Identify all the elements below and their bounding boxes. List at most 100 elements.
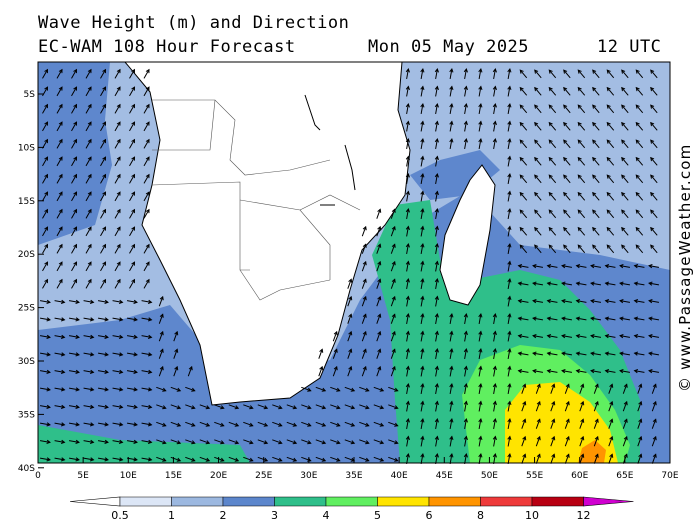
direction-arrow <box>449 85 454 97</box>
colorbar-label: 0.5 <box>111 509 129 522</box>
forecast-date: Mon 05 May 2025 <box>368 37 530 57</box>
direction-arrow <box>548 244 557 254</box>
direction-arrow <box>608 383 614 394</box>
direction-arrow <box>114 191 121 202</box>
direction-arrow <box>563 244 571 254</box>
direction-arrow <box>622 400 628 412</box>
direction-arrow <box>388 404 399 410</box>
direction-arrow <box>622 435 628 447</box>
colorbar-low-triangle <box>69 496 121 507</box>
colorbar-segment <box>377 496 430 507</box>
direction-arrow <box>519 191 528 201</box>
direction-arrow <box>590 299 602 304</box>
direction-arrow <box>546 264 558 269</box>
lat-tick-label: 20S <box>18 250 35 260</box>
direction-arrow <box>564 453 570 464</box>
direction-arrow <box>519 139 528 149</box>
lakes <box>304 94 356 206</box>
direction-arrow <box>68 334 80 339</box>
direction-arrow <box>85 208 92 219</box>
direction-arrow <box>449 418 454 430</box>
direction-arrow <box>85 156 92 167</box>
direction-arrow <box>621 209 629 219</box>
direction-arrow <box>463 68 468 80</box>
direction-arrow <box>622 383 628 394</box>
direction-arrow <box>478 453 483 465</box>
direction-arrow <box>56 173 63 184</box>
direction-arrow <box>420 68 425 80</box>
direction-arrow <box>39 422 51 427</box>
direction-arrow <box>507 278 512 290</box>
colorbar-label: 3 <box>271 509 278 522</box>
direction-arrow <box>621 104 629 114</box>
direction-arrow <box>604 351 616 356</box>
direction-arrow <box>546 351 558 356</box>
direction-arrow <box>521 453 527 464</box>
direction-arrow <box>185 439 196 445</box>
direction-arrow <box>478 400 483 412</box>
direction-arrow <box>434 138 439 150</box>
direction-arrow <box>54 352 66 357</box>
direction-arrow <box>563 69 571 79</box>
lat-tick-label: 35S <box>18 410 35 420</box>
direction-arrow <box>548 69 557 79</box>
direction-arrow <box>129 208 136 219</box>
forecast-model-label: EC-WAM 108 Hour Forecast <box>38 37 296 57</box>
direction-arrow <box>388 456 399 462</box>
direction-arrow <box>519 209 528 219</box>
direction-arrow <box>376 208 382 219</box>
forecast-time: 12 UTC <box>597 37 662 57</box>
direction-arrow <box>54 369 66 374</box>
direction-arrow <box>635 226 644 236</box>
direction-arrow <box>507 208 512 220</box>
country-borders <box>151 99 361 301</box>
direction-arrow <box>388 439 399 445</box>
direction-arrow <box>648 281 660 286</box>
direction-arrow <box>156 421 167 427</box>
direction-arrow <box>561 351 573 356</box>
direction-arrow <box>141 317 153 322</box>
direction-arrow <box>257 404 269 410</box>
direction-arrow <box>71 208 78 219</box>
direction-arrow <box>114 86 121 97</box>
direction-arrow <box>126 439 138 444</box>
lon-tick-label: 10E <box>120 471 137 481</box>
direction-arrow <box>593 435 599 447</box>
lon-tick-label: 30E <box>300 471 317 481</box>
direction-arrow <box>405 225 410 237</box>
direction-arrow <box>405 243 410 255</box>
direction-arrow <box>563 139 571 149</box>
direction-arrow <box>85 173 92 184</box>
direction-arrow <box>141 369 153 374</box>
direction-arrow <box>114 156 121 167</box>
direction-arrow <box>492 103 497 115</box>
direction-arrow <box>56 138 63 149</box>
direction-arrow <box>478 330 483 342</box>
direction-arrow <box>604 334 616 339</box>
direction-arrow <box>534 209 542 219</box>
direction-arrow <box>434 208 439 220</box>
direction-arrow <box>561 299 573 304</box>
direction-arrow <box>390 330 396 342</box>
direction-arrow <box>507 330 512 342</box>
direction-arrow <box>83 317 95 322</box>
direction-arrow <box>405 348 410 360</box>
direction-arrow <box>68 404 80 409</box>
direction-arrow <box>420 383 425 395</box>
direction-arrow <box>606 86 615 96</box>
direction-arrow <box>606 174 615 184</box>
direction-arrow <box>507 383 512 395</box>
direction-arrow <box>463 383 468 395</box>
direction-arrow <box>214 421 225 427</box>
lon-tick-label: 55E <box>526 471 543 481</box>
direction-arrow <box>507 348 512 360</box>
direction-arrow <box>187 365 193 377</box>
direction-arrow <box>592 69 600 79</box>
direction-arrow <box>621 191 629 201</box>
direction-arrow <box>492 400 497 412</box>
direction-arrow <box>561 334 573 339</box>
direction-arrow <box>633 369 645 374</box>
direction-arrow <box>492 383 497 395</box>
direction-arrow <box>651 383 657 394</box>
direction-arrow <box>330 439 341 445</box>
